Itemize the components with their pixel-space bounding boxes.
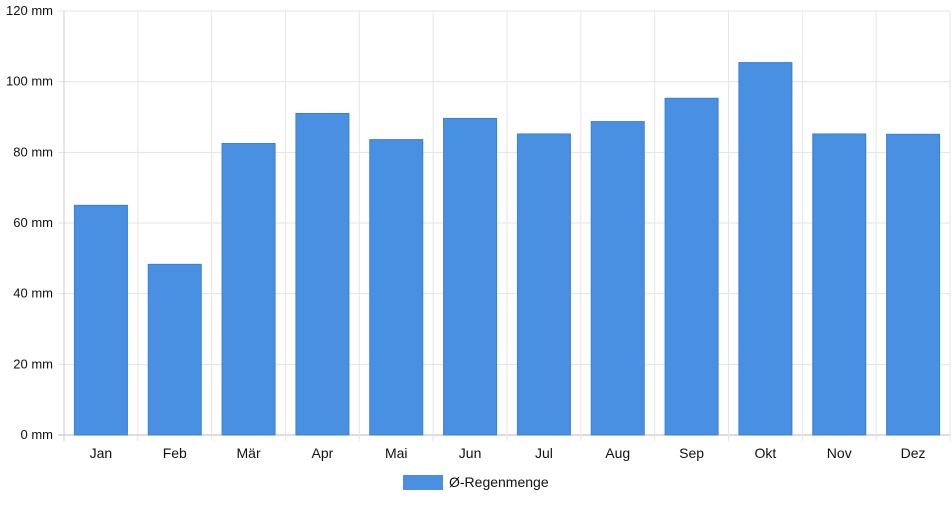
y-axis: 0 mm 20 mm 40 mm 60 mm 80 mm 100 mm 120 mm <box>6 3 53 442</box>
bar-jul[interactable] <box>516 133 571 436</box>
bar-aug[interactable] <box>590 121 645 436</box>
x-tick-label: Jun <box>459 445 482 461</box>
legend[interactable]: Ø-Regenmenge <box>403 474 549 490</box>
x-tick-label: Mär <box>237 445 261 461</box>
y-tick-label: 0 mm <box>21 427 54 442</box>
bar-mär[interactable] <box>221 143 276 436</box>
y-tick-label: 20 mm <box>13 356 53 371</box>
bar-sep[interactable] <box>664 97 719 436</box>
x-tick-label: Nov <box>827 445 852 461</box>
x-tick-label: Okt <box>755 445 777 461</box>
bar-nov[interactable] <box>812 133 867 436</box>
bars <box>73 62 941 436</box>
x-tick-label: Sep <box>679 445 704 461</box>
x-tick-label: Feb <box>163 445 187 461</box>
x-tick-label: Dez <box>901 445 926 461</box>
x-tick-label: Aug <box>605 445 630 461</box>
y-tick-label: 60 mm <box>13 215 53 230</box>
legend-swatch[interactable] <box>403 475 443 490</box>
x-tick-label: Jan <box>90 445 113 461</box>
x-tick-label: Jul <box>535 445 553 461</box>
bar-mai[interactable] <box>369 139 424 436</box>
x-tick-label: Apr <box>312 445 334 461</box>
y-tick-label: 120 mm <box>6 3 53 18</box>
bar-jan[interactable] <box>73 204 128 436</box>
x-axis: Jan Feb Mär Apr Mai Jun Jul Aug Sep Okt Nov Dez <box>90 445 926 461</box>
bar-okt[interactable] <box>738 62 793 436</box>
bar-apr[interactable] <box>295 112 350 436</box>
bar-jun[interactable] <box>443 117 498 436</box>
y-tick-label: 40 mm <box>13 286 53 301</box>
bar-dez[interactable] <box>886 133 941 436</box>
y-tick-label: 100 mm <box>6 74 53 89</box>
gridlines <box>58 10 951 441</box>
x-tick-label: Mai <box>385 445 408 461</box>
y-tick-label: 80 mm <box>13 144 53 159</box>
bar-feb[interactable] <box>147 263 202 436</box>
legend-label[interactable]: Ø-Regenmenge <box>449 474 549 490</box>
